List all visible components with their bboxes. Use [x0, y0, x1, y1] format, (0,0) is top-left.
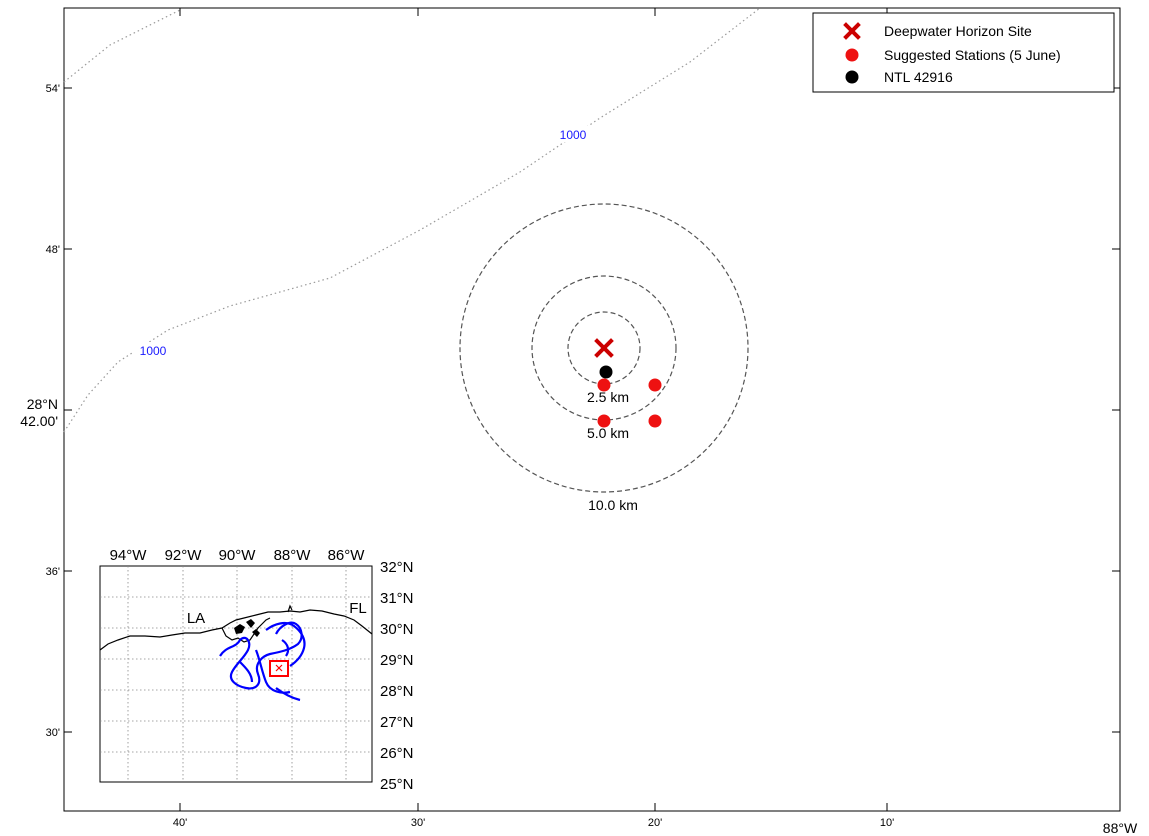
x-tick-label: 40' [173, 817, 187, 829]
isobath-line [64, 10, 180, 82]
inset-frame [100, 566, 372, 782]
ring-label: 5.0 km [587, 425, 629, 441]
ntl-42916-marker [600, 366, 613, 379]
inset-lat-label: 32°N [380, 559, 414, 576]
y-mid-label-min: 42.00' [20, 413, 58, 429]
inset-top-labels: 94°W 92°W 90°W 88°W 86°W [110, 547, 366, 564]
state-label: LA [187, 610, 205, 627]
suggested-station-marker [649, 379, 662, 392]
inset-right-labels: 32°N 31°N 30°N 29°N 28°N 27°N 26°N 25°N [380, 559, 414, 793]
x-tick-label: 10' [880, 817, 894, 829]
contour-label: 1000 [560, 128, 587, 142]
inset-lon-label: 92°W [165, 547, 203, 564]
inset-lon-label: 94°W [110, 547, 148, 564]
y-tick-label: 54' [46, 83, 60, 95]
y-mid-label-lat: 28°N [27, 396, 58, 412]
suggested-station-marker [649, 415, 662, 428]
x-tick-label: 30' [411, 817, 425, 829]
contour-label: 1000 [140, 344, 167, 358]
inset-lat-label: 28°N [380, 683, 414, 700]
y-tick-label: 48' [46, 244, 60, 256]
legend-black-dot-icon [846, 71, 859, 84]
suggested-station-marker [598, 379, 611, 392]
inset-lat-label: 25°N [380, 776, 414, 793]
inset-lat-label: 29°N [380, 652, 414, 669]
state-label: FL [349, 600, 367, 617]
x-tick-label: 20' [648, 817, 662, 829]
deepwater-horizon-site-marker [597, 341, 611, 355]
y-tick-label: 36' [46, 566, 60, 578]
inset-lat-label: 27°N [380, 714, 414, 731]
inset-lat-label: 31°N [380, 590, 414, 607]
inset-lon-label: 88°W [274, 547, 312, 564]
legend-red-dot-icon [846, 49, 859, 62]
ring-label: 2.5 km [587, 389, 629, 405]
inset-lat-label: 26°N [380, 745, 414, 762]
legend: Deepwater Horizon Site Suggested Station… [813, 13, 1114, 92]
legend-label: Suggested Stations (5 June) [884, 47, 1061, 63]
suggested-station-marker [598, 415, 611, 428]
legend-label: Deepwater Horizon Site [884, 23, 1032, 39]
inset-lat-label: 30°N [380, 621, 414, 638]
x-corner-label: 88°W [1103, 820, 1138, 836]
inset-lon-label: 90°W [219, 547, 257, 564]
inset-map: LA FL 94°W 92°W 90°W 88°W 86°W 32°N 31°N… [100, 547, 414, 793]
ring-label: 10.0 km [588, 497, 638, 513]
inset-lon-label: 86°W [328, 547, 366, 564]
legend-label: NTL 42916 [884, 69, 953, 85]
isobath-line [64, 8, 760, 432]
y-tick-label: 30' [46, 727, 60, 739]
